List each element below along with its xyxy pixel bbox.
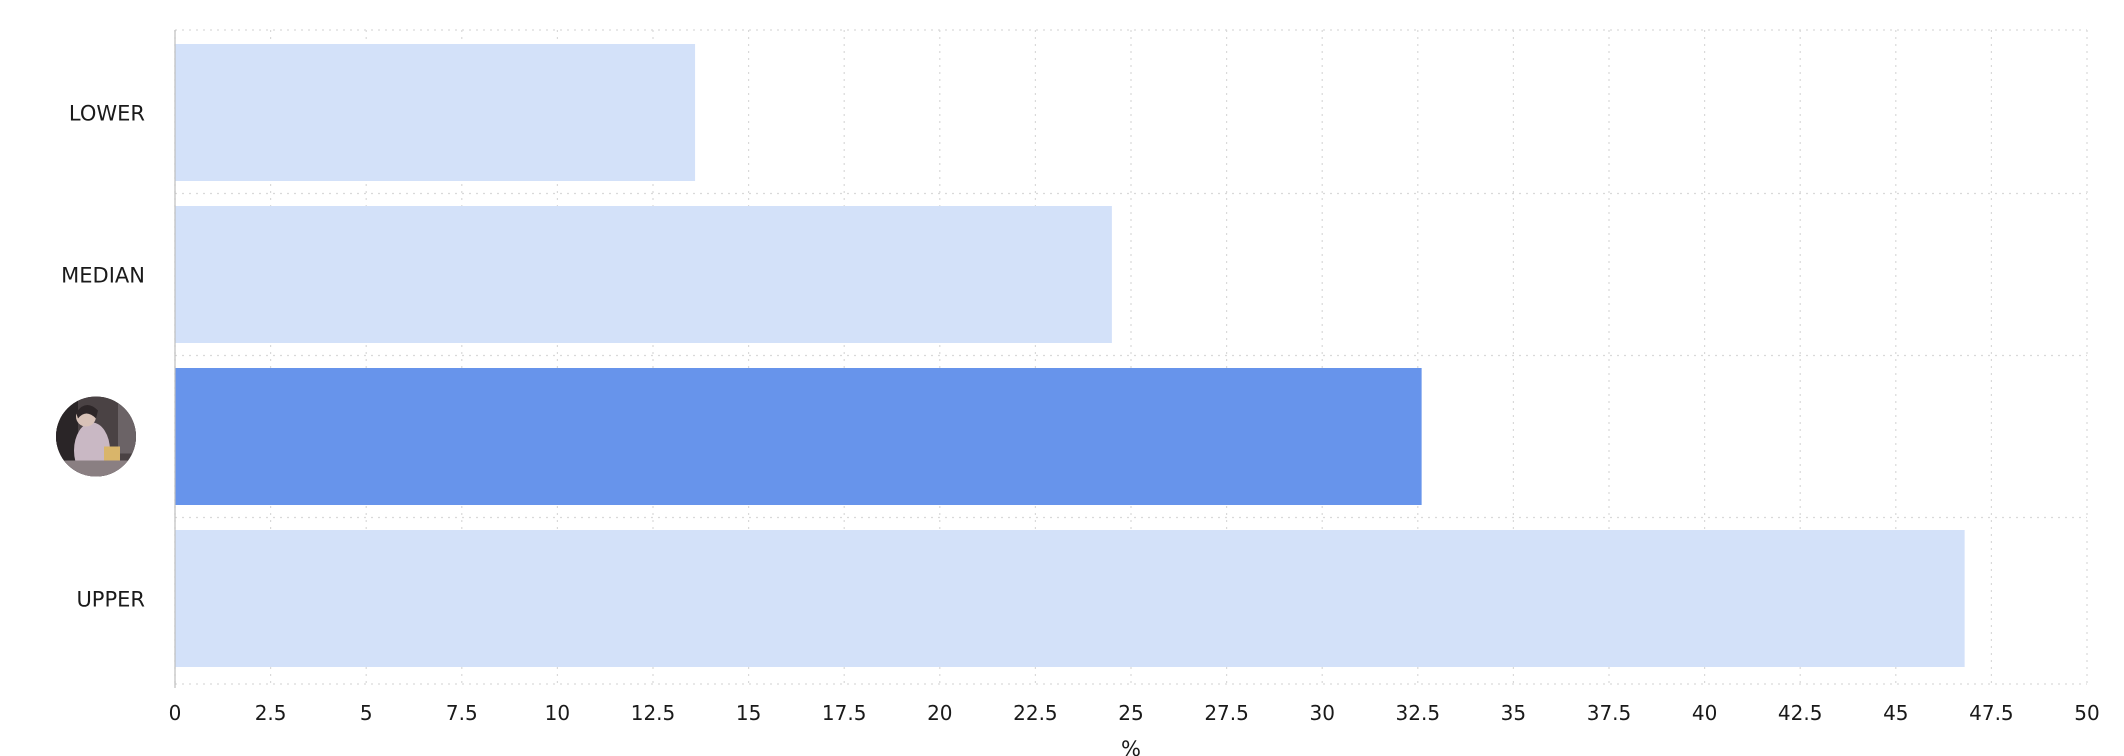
x-tick-label: 37.5 bbox=[1587, 701, 1632, 725]
category-labels: LOWER MEDIAN UPPER bbox=[56, 102, 145, 612]
x-tick-label: 47.5 bbox=[1969, 701, 2014, 725]
x-tick-label: 40 bbox=[1692, 701, 1717, 725]
x-tick-label: 20 bbox=[927, 701, 952, 725]
bar-median bbox=[175, 206, 1112, 343]
x-tick-label: 50 bbox=[2074, 701, 2099, 725]
x-tick-label: 30 bbox=[1309, 701, 1334, 725]
x-axis-title: % bbox=[1121, 737, 1141, 756]
x-tick-label: 35 bbox=[1501, 701, 1526, 725]
x-tick-label: 17.5 bbox=[822, 701, 867, 725]
bar-lower bbox=[175, 44, 696, 181]
bar-highlighted bbox=[175, 368, 1422, 505]
bars bbox=[175, 44, 1965, 667]
bar-upper bbox=[175, 530, 1965, 667]
x-tick-label: 2.5 bbox=[255, 701, 287, 725]
category-label: LOWER bbox=[69, 102, 145, 126]
x-tick-label: 45 bbox=[1883, 701, 1908, 725]
x-tick-label: 22.5 bbox=[1013, 701, 1058, 725]
category-label: MEDIAN bbox=[61, 264, 145, 288]
x-tick-label: 32.5 bbox=[1396, 701, 1441, 725]
x-tick-label: 27.5 bbox=[1204, 701, 1249, 725]
x-tick-label: 12.5 bbox=[631, 701, 676, 725]
x-tick-label: 10 bbox=[545, 701, 570, 725]
x-axis: 0 2.5 5 7.5 10 12.5 15 17.5 20 22.5 25 27.5 30 32.5 35… bbox=[169, 30, 2100, 725]
x-tick-label: 15 bbox=[736, 701, 761, 725]
x-tick-label: 42.5 bbox=[1778, 701, 1823, 725]
avatar-icon bbox=[56, 396, 136, 477]
x-tick-label: 25 bbox=[1118, 701, 1143, 725]
x-tick-label: 0 bbox=[169, 701, 182, 725]
category-label: UPPER bbox=[76, 588, 145, 612]
x-tick-label: 5 bbox=[360, 701, 373, 725]
x-tick-label: 7.5 bbox=[446, 701, 478, 725]
